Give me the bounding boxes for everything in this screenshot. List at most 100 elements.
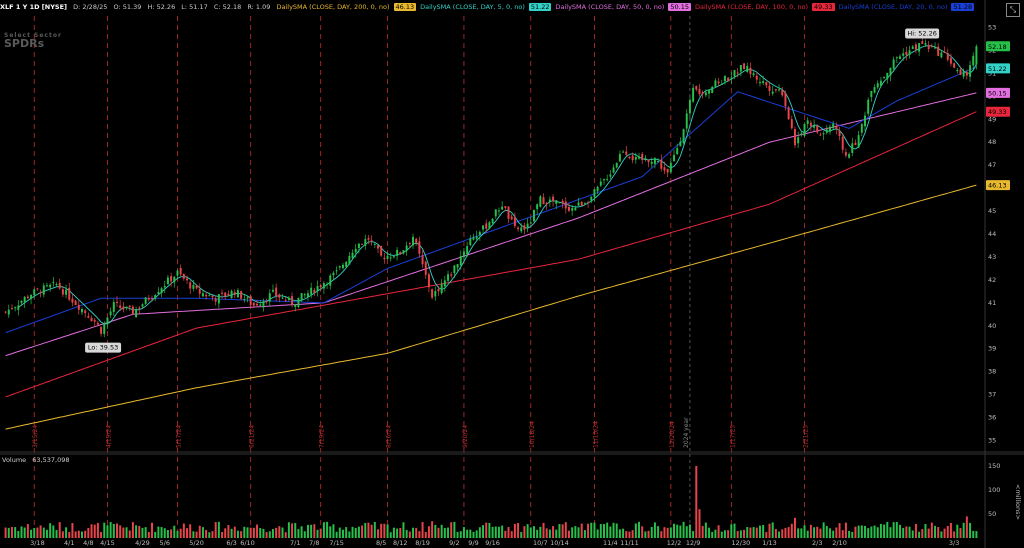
volume-bar (615, 523, 618, 538)
volume-bar (93, 524, 96, 538)
candle-body (571, 208, 574, 211)
study-label-20[interactable]: DailySMA (CLOSE, DAY, 20, 0, no) (838, 3, 948, 11)
volume-bar (154, 531, 157, 538)
volume-bar (84, 530, 87, 538)
candle-body (825, 129, 828, 133)
volume-bar (552, 526, 555, 538)
candle-body (669, 162, 672, 173)
study-label-5[interactable]: DailySMA (CLOSE, DAY, 5, 0, no) (420, 3, 525, 11)
volume-bar (303, 531, 306, 538)
volume-bar (392, 527, 395, 538)
candle-body (39, 291, 42, 294)
candle-body (529, 222, 532, 224)
candle-body (749, 67, 752, 75)
candle-body (36, 288, 39, 290)
volume-bar (262, 528, 265, 538)
candle-body (692, 87, 695, 102)
candle-body (163, 285, 166, 288)
volume-bar (701, 525, 704, 538)
candle-body (217, 294, 220, 304)
volume-bar (583, 530, 586, 538)
volume-bar (972, 530, 975, 538)
candle-body (857, 135, 860, 148)
candle-body (367, 238, 370, 240)
candle-body (399, 252, 402, 255)
candle-body (615, 162, 618, 168)
candle-body (905, 51, 908, 56)
volume-bar (723, 530, 726, 538)
volume-bar (316, 529, 319, 538)
sma-50-line (5, 92, 977, 357)
candle-body (590, 196, 593, 201)
sma-200-line (5, 184, 977, 430)
candle-body (96, 322, 99, 325)
volume-bar (160, 527, 163, 538)
volume-bar (233, 526, 236, 538)
volume-bar (564, 522, 567, 538)
candle-body (236, 290, 239, 298)
volume-bar (940, 531, 943, 538)
date-tick: 4/29 (135, 539, 150, 547)
candle-body (33, 289, 36, 296)
study-label-200[interactable]: DailySMA (CLOSE, DAY, 200, 0, no) (276, 3, 390, 11)
study-label-100[interactable]: DailySMA (CLOSE, DAY, 100, 0, no) (694, 3, 808, 11)
volume-bar (638, 521, 640, 538)
volume-bar (959, 528, 962, 538)
volume-bar (622, 528, 625, 538)
candle-body (275, 287, 278, 297)
volume-bar (227, 525, 230, 538)
candle-body (402, 250, 405, 254)
candle-body (192, 284, 195, 289)
candle-body (281, 297, 284, 299)
candle-body (10, 308, 13, 310)
volume-bar (625, 531, 628, 538)
candle-body (173, 276, 176, 283)
date-tick: 11/4 (603, 539, 618, 547)
volume-bar (618, 529, 621, 538)
candle-body (943, 51, 946, 53)
volume-bar (377, 529, 379, 538)
collapse-icon[interactable]: ⤡ (1006, 3, 1020, 17)
candle-body (106, 317, 109, 324)
study-label-50[interactable]: DailySMA (CLOSE, DAY, 50, 0, no) (555, 3, 665, 11)
candle-body (122, 306, 125, 310)
volume-bar (246, 527, 249, 538)
candle-body (666, 168, 669, 173)
volume-bar (752, 527, 755, 538)
volume-bar (730, 524, 733, 538)
candle-body (287, 297, 290, 301)
candle-body (819, 134, 822, 136)
volume-bar (746, 527, 749, 538)
volume-bar (908, 526, 911, 538)
candle-body (965, 72, 968, 76)
candle-body (42, 285, 45, 295)
volume-bar (275, 527, 278, 538)
candle-body (297, 297, 300, 308)
symbol-label[interactable]: XLF 1 Y 1D [NYSE] (0, 3, 68, 11)
candle-body (351, 252, 354, 259)
candle-body (790, 119, 793, 129)
candle-body (889, 67, 892, 76)
candle-body (303, 294, 306, 296)
candle-body (256, 303, 259, 306)
volume-bar (256, 524, 259, 538)
candle-body (26, 296, 29, 299)
candle-body (408, 242, 411, 244)
candle-body (647, 159, 650, 163)
candle-body (7, 309, 10, 315)
candle-body (342, 264, 344, 269)
volume-bar (892, 522, 895, 538)
volume-bar (240, 531, 243, 538)
volume-bar (192, 531, 195, 538)
volume-bar (844, 522, 847, 538)
volume-bar (119, 525, 122, 538)
study-value: 46.13 (393, 3, 417, 11)
candle-body (380, 246, 383, 256)
candle-body (316, 286, 319, 292)
expiration-label: 1/17/25 (729, 425, 736, 448)
candle-body (653, 158, 656, 164)
volume-bar (268, 531, 271, 538)
volume-bar (214, 522, 217, 538)
candle-body (972, 55, 975, 66)
